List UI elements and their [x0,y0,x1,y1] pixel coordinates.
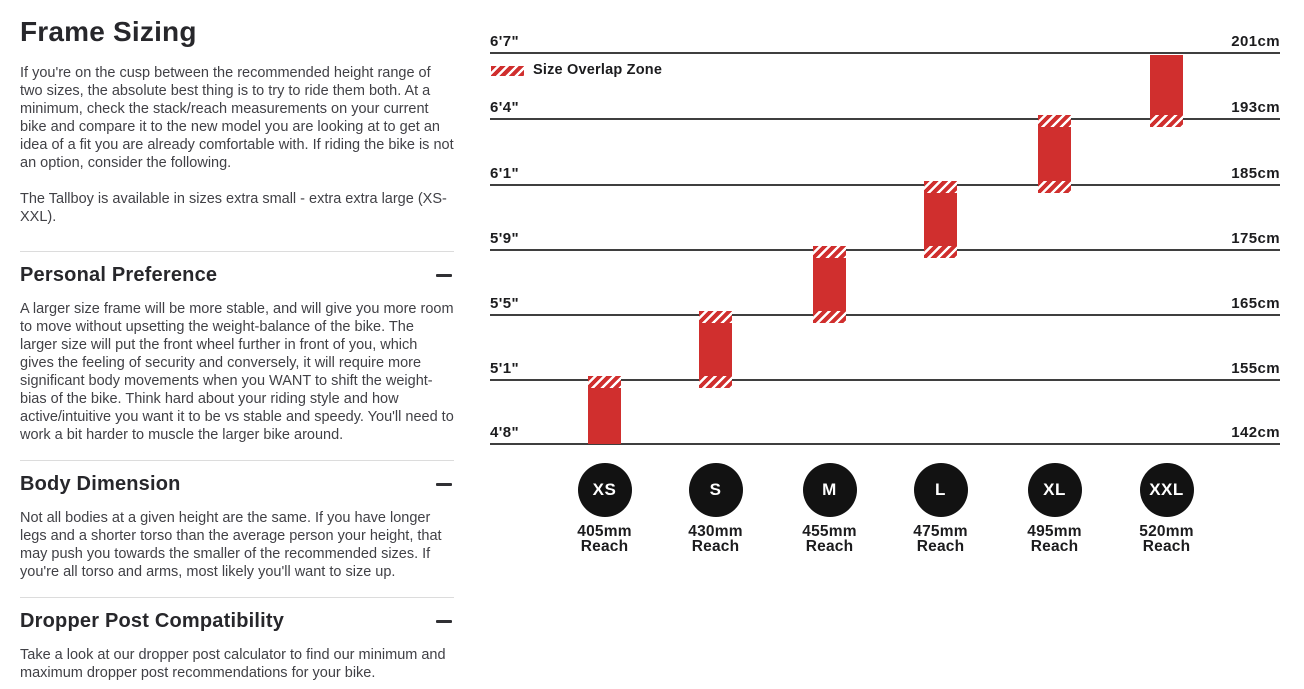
section-title: Personal Preference [20,264,218,286]
height-line [490,249,1280,251]
size-circle: L [913,463,968,517]
size-bar [813,258,846,311]
left-panel: Frame Sizing If you're on the cusp betwe… [20,0,454,682]
overlap-hatch-swatch-icon [491,65,524,76]
size-bar [699,323,732,376]
reach-label: 475mm Reach [913,523,968,555]
height-label-cm: 193cm [1231,99,1280,116]
height-label-ft: 6'7" [490,33,519,50]
intro-paragraph-1: If you're on the cusp between the recomm… [20,65,454,171]
section-body-dimension: Body Dimension Not all bodies at a given… [20,460,454,581]
height-line [490,118,1280,120]
height-label-ft: 5'1" [490,360,519,377]
legend-label: Size Overlap Zone [533,62,663,78]
height-label-cm: 175cm [1231,230,1280,247]
height-label-ft: 4'8" [490,424,519,441]
size-bar-overlap-bottom [813,311,846,323]
section-body: Take a look at our dropper post calculat… [20,647,446,681]
section-header-dropper-post[interactable]: Dropper Post Compatibility [20,610,454,633]
size-bar [1038,127,1071,181]
size-bar-overlap-top [924,181,957,193]
collapse-minus-icon[interactable] [436,274,452,277]
height-line [490,314,1280,316]
height-label-cm: 201cm [1231,33,1280,50]
size-bar-overlap-bottom [1038,181,1071,193]
reach-label: 455mm Reach [802,523,857,555]
height-label-cm: 142cm [1231,424,1280,441]
section-header-personal-preference[interactable]: Personal Preference [20,264,454,287]
page-title: Frame Sizing [20,16,197,47]
intro-paragraph-2: The Tallboy is available in sizes extra … [20,191,447,225]
height-label-ft: 6'1" [490,165,519,182]
chart-legend: Size Overlap Zone [491,62,662,78]
height-label-cm: 185cm [1231,165,1280,182]
size-circle: XL [1027,463,1082,517]
size-bar-overlap-bottom [924,246,957,258]
section-header-body-dimension[interactable]: Body Dimension [20,473,454,496]
reach-label: 495mm Reach [1027,523,1082,555]
reach-label: 430mm Reach [688,523,743,555]
size-bar-overlap-top [699,311,732,323]
size-bar-overlap-top [588,376,621,388]
height-label-ft: 6'4" [490,99,519,116]
size-bar [588,388,621,444]
collapse-minus-icon[interactable] [436,483,452,486]
height-line [490,52,1280,54]
size-circle: XXL [1139,463,1194,517]
height-label-cm: 165cm [1231,295,1280,312]
height-label-ft: 5'9" [490,230,519,247]
height-line [490,379,1280,381]
size-bar-overlap-top [813,246,846,258]
size-circle: M [802,463,857,517]
height-line [490,443,1280,445]
size-circle: S [688,463,743,517]
section-body: Not all bodies at a given height are the… [20,510,442,580]
size-bar-overlap-bottom [699,376,732,388]
size-bar [924,193,957,246]
height-label-ft: 5'5" [490,295,519,312]
section-dropper-post: Dropper Post Compatibility Take a look a… [20,597,454,682]
section-personal-preference: Personal Preference A larger size frame … [20,251,454,444]
size-circle: XS [577,463,632,517]
reach-label: 520mm Reach [1139,523,1194,555]
size-bar-overlap-bottom [1150,115,1183,127]
reach-label: 405mm Reach [577,523,632,555]
section-title: Dropper Post Compatibility [20,610,285,632]
height-line [490,184,1280,186]
section-title: Body Dimension [20,473,181,495]
section-body: A larger size frame will be more stable,… [20,301,454,443]
size-bar [1150,55,1183,115]
height-label-cm: 155cm [1231,360,1280,377]
collapse-minus-icon[interactable] [436,620,452,623]
size-bar-overlap-top [1038,115,1071,127]
